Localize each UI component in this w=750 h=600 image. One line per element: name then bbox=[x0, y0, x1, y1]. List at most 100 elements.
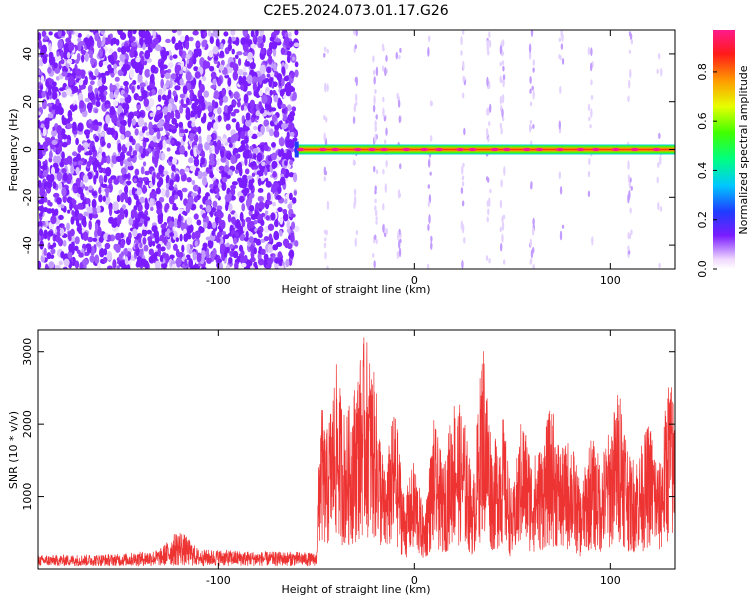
spectrogram-cell bbox=[133, 50, 138, 57]
spectrogram-cell bbox=[236, 222, 242, 230]
spectrogram-cell bbox=[100, 30, 106, 35]
spectrogram-cell bbox=[463, 76, 466, 81]
spectrogram-cell bbox=[94, 135, 100, 143]
snr-frame bbox=[37, 329, 676, 570]
spectrogram-cell bbox=[81, 258, 89, 266]
spectrogram-cell bbox=[212, 30, 219, 37]
spectrogram-cell bbox=[269, 128, 274, 137]
spectrogram-cell bbox=[270, 212, 276, 221]
spectrogram-cell bbox=[230, 184, 237, 190]
spectrogram-cell bbox=[590, 47, 593, 57]
spectrogram-cell bbox=[375, 238, 378, 245]
spectrogram-cell bbox=[108, 216, 115, 224]
spectrogram-cell bbox=[323, 132, 326, 142]
spectrogram-cell bbox=[398, 55, 401, 60]
spectrogram-cell bbox=[156, 106, 161, 111]
spectrogram-cell bbox=[207, 135, 212, 141]
spectrogram-cell bbox=[117, 142, 122, 153]
spectrogram-cell bbox=[530, 30, 534, 38]
spectrogram-cell bbox=[148, 255, 155, 264]
spectrogram-cell bbox=[398, 115, 401, 124]
spectrogram-cell bbox=[220, 149, 225, 158]
spectrogram-cell bbox=[272, 171, 277, 178]
spectrogram-cell bbox=[283, 75, 290, 82]
spectrogram-cell bbox=[240, 140, 246, 146]
spectrogram-cell bbox=[38, 103, 41, 108]
spectrogram-cell bbox=[627, 245, 630, 252]
spectrogram-cell bbox=[84, 75, 88, 86]
spectrogram-cell bbox=[179, 129, 185, 134]
spectrogram-cell bbox=[128, 231, 132, 240]
spectrogram-cell bbox=[80, 192, 85, 201]
carrier-peak bbox=[456, 147, 465, 152]
spectrogram-cell bbox=[91, 98, 96, 105]
spectrogram-cell bbox=[587, 46, 591, 56]
spectrogram-cell bbox=[160, 78, 165, 89]
spectrogram-cell bbox=[214, 145, 220, 155]
spectrogram-cell bbox=[659, 206, 663, 212]
spectrogram-cell bbox=[127, 196, 132, 206]
spectrogram-cell bbox=[256, 152, 263, 162]
spectrogram-cell bbox=[323, 229, 327, 235]
spectrogram-cell bbox=[48, 201, 53, 207]
spectrogram-cell bbox=[427, 223, 430, 232]
spectrogram-cell bbox=[194, 171, 199, 177]
spectrogram-cell bbox=[150, 206, 154, 212]
spectrogram-cell bbox=[268, 41, 273, 51]
spectrogram-cell bbox=[208, 111, 213, 118]
spectrogram-cell bbox=[288, 139, 295, 149]
spectrogram-cell bbox=[256, 85, 261, 93]
spectrogram-cell bbox=[273, 129, 280, 138]
spectrogram-cell bbox=[212, 45, 219, 55]
spectrogram-cell bbox=[265, 181, 272, 188]
spectrogram-cell bbox=[184, 150, 188, 158]
spectrogram-cell bbox=[238, 195, 245, 203]
spectrogram-cell bbox=[62, 194, 67, 203]
spectrogram-cell bbox=[292, 172, 298, 183]
spectrogram-cell bbox=[128, 135, 134, 143]
spectrogram-cell bbox=[108, 206, 113, 217]
spectrogram-cell bbox=[205, 236, 212, 241]
spectrogram-cell bbox=[123, 247, 128, 257]
spectrogram-cell bbox=[223, 165, 230, 173]
spectrogram-cell bbox=[272, 46, 277, 57]
spectrogram-cell bbox=[242, 43, 249, 52]
spectrogram-cell bbox=[166, 228, 171, 238]
spectrogram-cell bbox=[501, 60, 505, 66]
spectrogram-cell bbox=[277, 265, 285, 269]
spectrogram-cell bbox=[245, 60, 251, 67]
spectrogram-cell bbox=[38, 119, 42, 129]
spectrogram-cell bbox=[123, 264, 128, 269]
spectrogram-cell bbox=[166, 147, 171, 152]
spectrogram-cell bbox=[132, 111, 139, 117]
spectrogram-cell bbox=[42, 169, 48, 178]
spectrogram-cell bbox=[249, 244, 255, 252]
spectrogram-cell bbox=[532, 124, 535, 129]
spectrogram-cell bbox=[171, 171, 175, 182]
spectrogram-cell bbox=[382, 223, 385, 233]
spectrogram-cell bbox=[488, 39, 492, 48]
spectrogram-cell bbox=[77, 144, 82, 153]
spectrogram-cell bbox=[119, 53, 126, 63]
spectrogram-cell bbox=[284, 32, 289, 38]
spectrogram-cell bbox=[288, 122, 295, 132]
spectrogram-cell bbox=[127, 117, 132, 128]
spectrogram-cell bbox=[266, 125, 270, 133]
spectrogram-cell bbox=[219, 262, 224, 269]
spectrogram-cell bbox=[242, 66, 247, 73]
spectrogram-cell bbox=[170, 73, 177, 80]
spectrogram-cell bbox=[561, 58, 565, 65]
spectrogram-cell bbox=[398, 239, 401, 249]
spectrogram-cell bbox=[120, 167, 127, 175]
spectrogram-cell bbox=[499, 122, 503, 129]
spectrogram-cell bbox=[87, 171, 93, 180]
spectrogram-cell bbox=[47, 66, 52, 74]
spectrogram-cell bbox=[221, 230, 227, 236]
spectrogram-cell bbox=[123, 80, 129, 87]
spectrogram-cell bbox=[281, 261, 285, 267]
spectrogram-cell bbox=[154, 260, 161, 269]
spectrogram-cell bbox=[220, 59, 225, 66]
spectrogram-cell bbox=[199, 204, 203, 210]
spectrogram-cell bbox=[50, 248, 56, 255]
spectrogram-cell bbox=[559, 186, 563, 195]
